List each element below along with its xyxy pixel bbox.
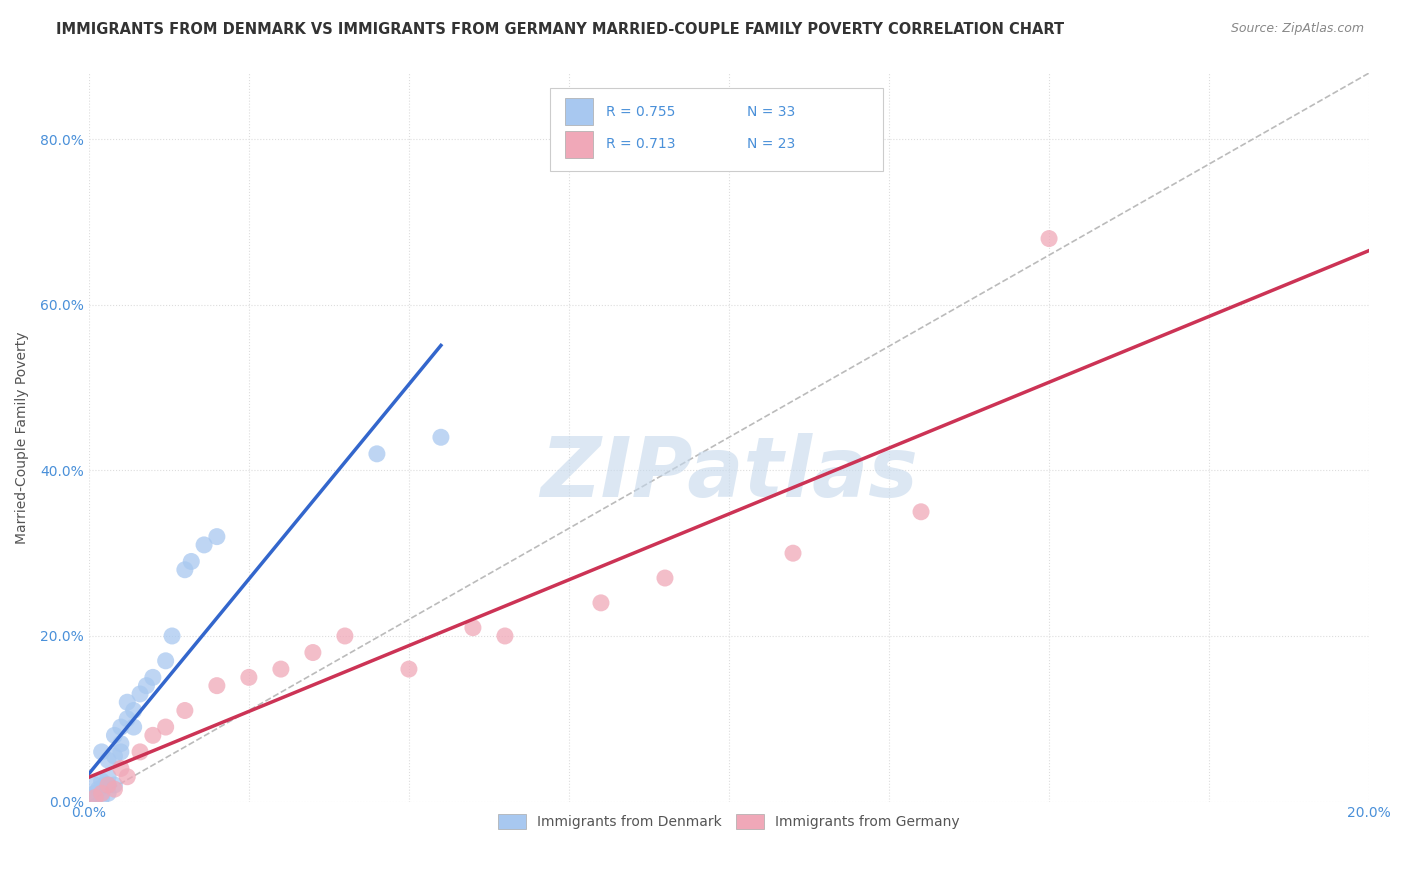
Point bbox=[84, 786, 107, 800]
Point bbox=[90, 745, 112, 759]
Point bbox=[155, 654, 177, 668]
Point bbox=[103, 778, 125, 792]
Point bbox=[80, 790, 103, 805]
Legend: Immigrants from Denmark, Immigrants from Germany: Immigrants from Denmark, Immigrants from… bbox=[494, 809, 965, 835]
Point bbox=[117, 712, 139, 726]
Text: R = 0.755: R = 0.755 bbox=[606, 104, 675, 119]
Point bbox=[129, 745, 152, 759]
Point bbox=[589, 596, 612, 610]
Point bbox=[84, 790, 107, 805]
FancyBboxPatch shape bbox=[550, 87, 883, 171]
Text: N = 23: N = 23 bbox=[747, 137, 796, 152]
Text: N = 33: N = 33 bbox=[747, 104, 796, 119]
Point bbox=[122, 720, 145, 734]
Point bbox=[654, 571, 676, 585]
Point bbox=[238, 670, 260, 684]
Point bbox=[205, 530, 228, 544]
Point bbox=[110, 737, 132, 751]
Point bbox=[270, 662, 292, 676]
FancyBboxPatch shape bbox=[565, 130, 593, 158]
Text: ZIPatlas: ZIPatlas bbox=[540, 434, 918, 514]
Point bbox=[84, 778, 107, 792]
Point bbox=[173, 563, 195, 577]
Point bbox=[94, 778, 117, 792]
Point bbox=[782, 546, 804, 560]
Point bbox=[90, 773, 112, 788]
Point bbox=[103, 782, 125, 797]
Text: IMMIGRANTS FROM DENMARK VS IMMIGRANTS FROM GERMANY MARRIED-COUPLE FAMILY POVERTY: IMMIGRANTS FROM DENMARK VS IMMIGRANTS FR… bbox=[56, 22, 1064, 37]
Point bbox=[117, 695, 139, 709]
Point bbox=[142, 670, 165, 684]
Text: R = 0.713: R = 0.713 bbox=[606, 137, 675, 152]
Point bbox=[97, 753, 120, 767]
Point bbox=[97, 770, 120, 784]
Point bbox=[910, 505, 932, 519]
Point bbox=[97, 786, 120, 800]
Point bbox=[122, 704, 145, 718]
Point bbox=[110, 745, 132, 759]
Point bbox=[302, 646, 325, 660]
Point bbox=[205, 679, 228, 693]
Point bbox=[129, 687, 152, 701]
Point bbox=[103, 728, 125, 742]
Point bbox=[155, 720, 177, 734]
Point bbox=[90, 786, 112, 800]
Point bbox=[110, 720, 132, 734]
Point bbox=[398, 662, 420, 676]
Point bbox=[461, 621, 484, 635]
Point bbox=[180, 554, 202, 568]
Text: Source: ZipAtlas.com: Source: ZipAtlas.com bbox=[1230, 22, 1364, 36]
Y-axis label: Married-Couple Family Poverty: Married-Couple Family Poverty bbox=[15, 331, 30, 543]
Point bbox=[135, 679, 157, 693]
Point bbox=[494, 629, 516, 643]
Point bbox=[366, 447, 388, 461]
Point bbox=[333, 629, 356, 643]
Point bbox=[142, 728, 165, 742]
Point bbox=[97, 778, 120, 792]
Point bbox=[430, 430, 453, 444]
Point bbox=[117, 770, 139, 784]
FancyBboxPatch shape bbox=[565, 98, 593, 126]
Point bbox=[103, 749, 125, 764]
Point bbox=[110, 761, 132, 775]
Point bbox=[193, 538, 215, 552]
Point bbox=[87, 782, 110, 797]
Point bbox=[173, 704, 195, 718]
Point bbox=[97, 778, 120, 792]
Point bbox=[90, 790, 112, 805]
Point bbox=[160, 629, 183, 643]
Point bbox=[1038, 231, 1060, 245]
